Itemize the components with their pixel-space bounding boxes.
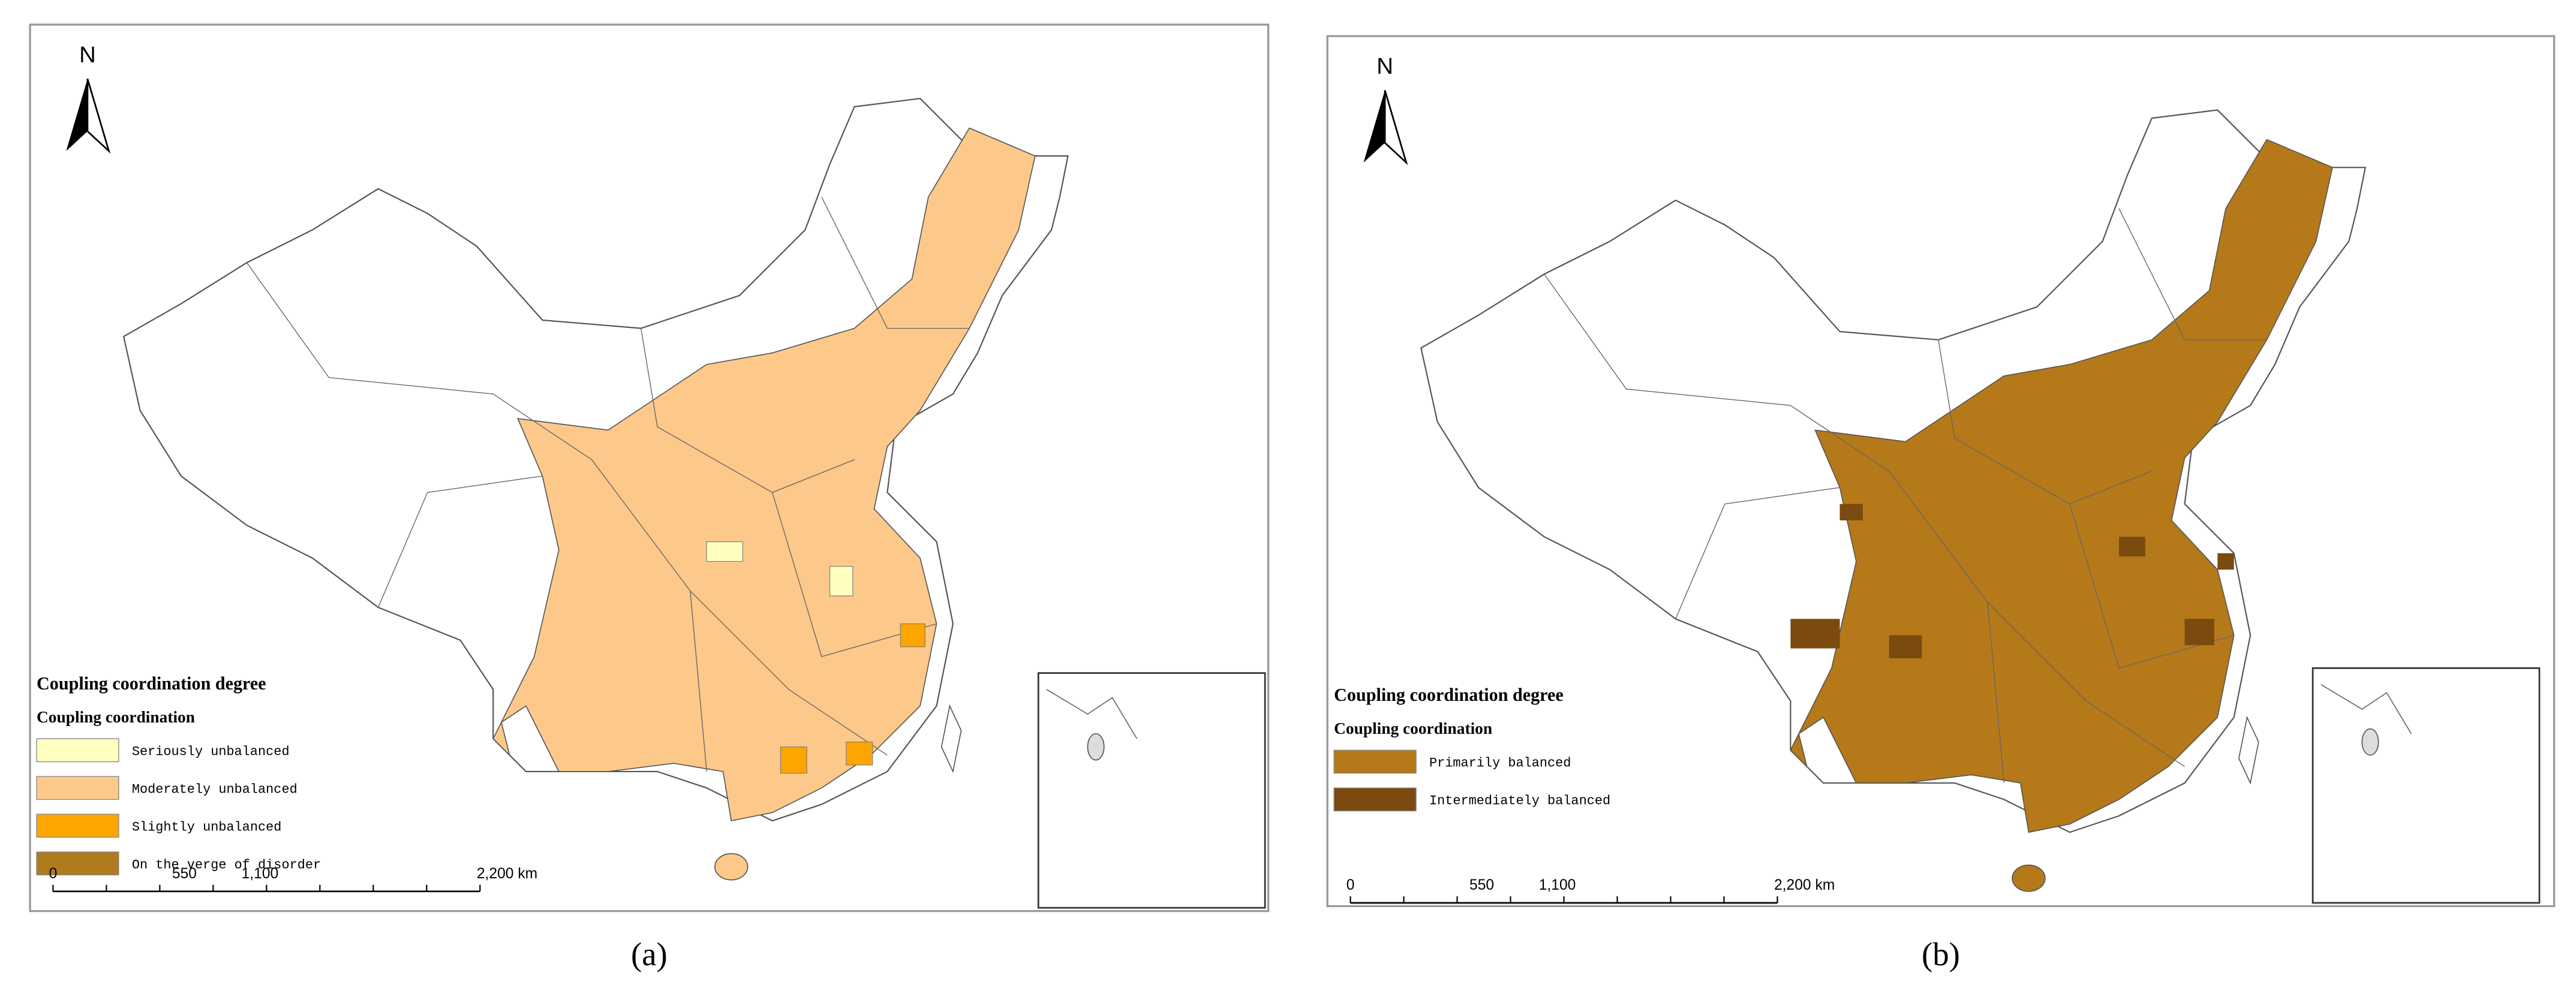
province-border — [492, 393, 888, 756]
province-border — [690, 591, 707, 772]
province-border — [377, 475, 543, 608]
legend-swatch — [1333, 787, 1417, 812]
highlight-area — [2217, 553, 2234, 570]
inset-coast — [2320, 684, 2412, 734]
province-border — [1987, 602, 2005, 784]
legend-label: Seriously unbalanced — [132, 745, 290, 760]
scale-label: 2,200 km — [1774, 877, 1835, 893]
legend-label: Primarily balanced — [1429, 756, 1571, 771]
province-border — [1938, 339, 2153, 505]
highlight-area — [846, 742, 873, 766]
north-label: N — [1376, 53, 1393, 79]
legend-label: Slightly unbalanced — [132, 820, 282, 835]
legend-title: Coupling coordination degree — [1334, 685, 1564, 705]
inset-frame — [1037, 672, 1266, 909]
inset-island — [2361, 728, 2379, 756]
legend-label: On the verge of disorder — [132, 857, 321, 872]
highlight-area — [2184, 619, 2214, 646]
highlight-area — [829, 566, 853, 597]
legend-swatch — [36, 814, 119, 838]
map: N Coupling coordination degree Coupling co… — [36, 42, 1266, 909]
province-border — [821, 197, 970, 329]
inset-coast — [1046, 689, 1138, 739]
legend-swatch — [36, 851, 119, 876]
inset-frame — [2312, 667, 2541, 904]
highlight-area — [1889, 635, 1922, 658]
island — [2012, 865, 2046, 892]
highlight-area — [1790, 619, 1840, 649]
map: N Coupling coordination degree Coupling co… — [1333, 53, 2541, 904]
legend-subtitle: Coupling coordination — [1334, 719, 1492, 737]
province-border — [1675, 487, 1840, 619]
highlight-area — [900, 623, 925, 647]
province-border — [1544, 273, 1791, 406]
legend-subtitle: Coupling coordination — [37, 708, 195, 726]
scale-label: 550 — [172, 866, 197, 882]
legend-swatch — [36, 776, 119, 800]
inset-island — [1087, 733, 1105, 761]
highlight-area — [706, 541, 743, 562]
highlight-area — [780, 746, 807, 774]
classified-region — [1790, 138, 2333, 833]
province-border — [246, 262, 494, 394]
scale-label: 550 — [1469, 877, 1494, 893]
north-arrow — [1363, 90, 1385, 163]
classified-region — [492, 127, 1036, 822]
province-border — [640, 328, 855, 493]
map-panel: N Coupling coordination degree Coupling co… — [1326, 35, 2556, 972]
scale-label: 2,200 km — [477, 866, 537, 882]
map-panel: N Coupling coordination degree Coupling co… — [29, 23, 1270, 972]
island — [714, 853, 749, 881]
province-border — [772, 492, 937, 658]
province-border — [2118, 208, 2267, 341]
legend-title: Coupling coordination degree — [37, 673, 266, 694]
scale-label: 0 — [1346, 877, 1355, 893]
taiwan — [2238, 715, 2259, 785]
legend-label: Moderately unbalanced — [132, 782, 297, 797]
north-arrow — [86, 79, 111, 154]
legend-swatch — [1333, 749, 1417, 774]
scale-label: 0 — [49, 866, 58, 882]
legend-swatch — [36, 738, 119, 763]
north-label: N — [79, 42, 96, 68]
scale-label: 1,100 — [1539, 877, 1576, 893]
highlight-area — [2118, 537, 2145, 557]
panel-caption: (b) — [1922, 936, 1960, 972]
legend-label: Intermediately balanced — [1429, 794, 1610, 809]
scale-label: 1,100 — [242, 866, 279, 882]
panel-caption: (a) — [631, 936, 668, 972]
north-arrow — [1384, 90, 1408, 165]
province-border — [2069, 504, 2234, 669]
taiwan — [940, 704, 962, 773]
highlight-area — [1839, 504, 1863, 520]
